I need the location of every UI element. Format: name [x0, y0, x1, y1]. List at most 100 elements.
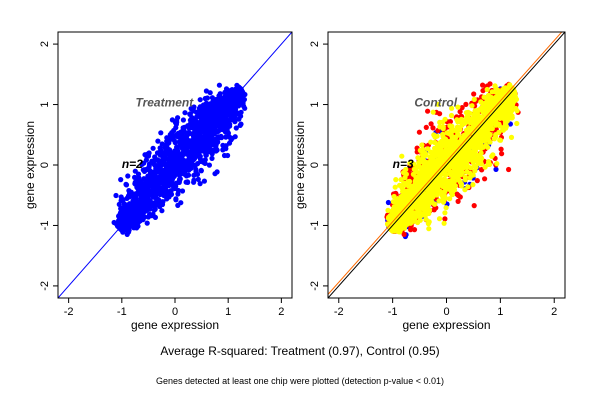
point: [222, 124, 228, 130]
point: [231, 90, 237, 96]
point: [237, 93, 243, 99]
point: [138, 194, 144, 200]
point: [426, 210, 432, 217]
point: [177, 176, 183, 182]
point: [431, 207, 437, 213]
point: [174, 118, 180, 124]
point: [442, 167, 448, 173]
point: [499, 151, 505, 157]
point: [431, 186, 437, 192]
point: [440, 131, 446, 137]
point: [469, 103, 475, 109]
point: [450, 127, 456, 133]
point: [451, 163, 457, 169]
point: [171, 127, 177, 134]
point: [471, 91, 477, 97]
point: [237, 122, 243, 128]
y-tick-label: -2: [309, 281, 321, 291]
point: [471, 96, 477, 102]
point: [223, 134, 229, 140]
point: [457, 194, 463, 200]
point: [423, 159, 429, 165]
point: [203, 152, 209, 158]
point: [175, 130, 181, 136]
point: [508, 134, 515, 140]
point: [423, 152, 429, 158]
point: [153, 201, 159, 207]
point: [436, 216, 443, 222]
point: [458, 158, 464, 164]
point: [393, 177, 399, 183]
point: [487, 120, 493, 126]
point: [414, 185, 420, 191]
point: [400, 193, 406, 199]
point: [197, 130, 204, 136]
point: [485, 92, 492, 98]
point: [466, 125, 472, 131]
point: [192, 127, 198, 133]
note-text: Genes detected at least one chip were pl…: [156, 376, 444, 386]
point: [475, 112, 481, 118]
point: [191, 121, 197, 127]
point: [449, 105, 455, 111]
point: [212, 99, 218, 105]
point: [180, 117, 186, 123]
point: [142, 167, 148, 173]
point: [464, 154, 470, 160]
point: [173, 196, 179, 202]
point: [213, 144, 219, 150]
point: [205, 115, 211, 121]
point: [402, 209, 408, 215]
point: [168, 191, 175, 197]
point: [499, 108, 505, 114]
point: [480, 82, 486, 88]
point: [449, 186, 456, 192]
point: [217, 120, 224, 126]
point: [233, 98, 239, 104]
point: [227, 111, 234, 117]
point: [430, 109, 436, 115]
point: [468, 165, 474, 171]
point: [400, 170, 407, 176]
point: [416, 129, 422, 135]
point: [463, 148, 469, 155]
point: [475, 117, 481, 123]
point: [126, 194, 133, 200]
panel-label: Treatment: [135, 95, 194, 109]
point: [150, 211, 156, 217]
summary-text: Average R-squared: Treatment (0.97), Con…: [160, 344, 439, 358]
point: [433, 169, 439, 175]
point: [125, 173, 131, 179]
point: [467, 175, 473, 181]
point: [480, 128, 486, 134]
point: [423, 201, 429, 207]
point: [155, 157, 161, 163]
point: [152, 162, 158, 168]
point: [490, 117, 496, 123]
point: [132, 174, 138, 180]
point: [208, 147, 214, 153]
point: [218, 116, 224, 122]
point: [442, 195, 448, 201]
point: [462, 174, 468, 180]
point: [179, 188, 186, 194]
point: [481, 94, 487, 100]
point: [184, 179, 191, 185]
point: [445, 140, 451, 146]
point: [221, 152, 228, 159]
point: [435, 101, 441, 107]
point: [431, 178, 437, 184]
point: [144, 220, 150, 226]
point: [195, 176, 201, 182]
y-tick-label: -1: [39, 221, 51, 231]
point: [434, 133, 440, 139]
x-tick-label: -2: [64, 306, 74, 318]
point: [465, 109, 471, 115]
point: [178, 143, 184, 149]
point: [218, 96, 224, 102]
point: [146, 161, 153, 167]
point: [134, 191, 140, 197]
point: [196, 149, 203, 155]
point: [436, 146, 442, 152]
y-axis-label: gene expression: [23, 121, 37, 209]
